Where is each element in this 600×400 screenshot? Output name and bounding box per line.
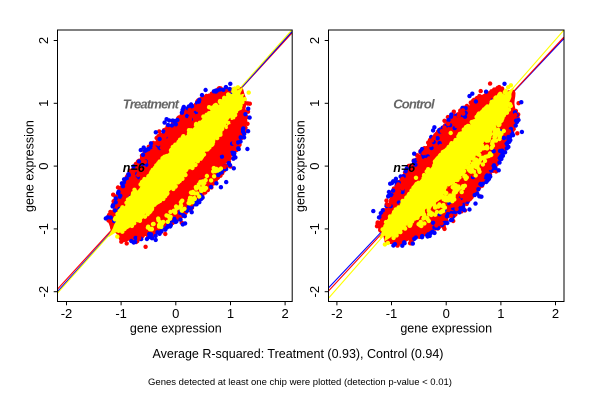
svg-text:2: 2: [36, 37, 51, 44]
svg-text:1: 1: [497, 306, 504, 321]
svg-text:2: 2: [281, 306, 288, 321]
svg-text:-1: -1: [386, 306, 398, 321]
svg-text:2: 2: [552, 306, 559, 321]
svg-text:-2: -2: [61, 306, 73, 321]
svg-text:gene expression: gene expression: [400, 322, 492, 336]
svg-text:-1: -1: [36, 223, 51, 235]
svg-text:Average R-squared: Treatment (: Average R-squared: Treatment (0.93), Con…: [153, 347, 444, 361]
svg-text:0: 0: [443, 306, 450, 321]
svg-text:0: 0: [172, 306, 179, 321]
svg-text:-1: -1: [115, 306, 127, 321]
svg-text:gene expression: gene expression: [23, 120, 37, 212]
svg-text:1: 1: [307, 100, 322, 107]
svg-text:Control: Control: [393, 96, 435, 111]
svg-text:gene expression: gene expression: [294, 120, 308, 212]
svg-text:Genes detected at least one ch: Genes detected at least one chip were pl…: [148, 377, 452, 388]
svg-text:-1: -1: [307, 223, 322, 235]
svg-text:-2: -2: [36, 286, 51, 298]
svg-text:-2: -2: [331, 306, 343, 321]
svg-text:0: 0: [307, 162, 322, 169]
svg-text:1: 1: [227, 306, 234, 321]
svg-text:Treatment: Treatment: [123, 96, 180, 111]
svg-text:-2: -2: [307, 286, 322, 298]
svg-text:0: 0: [36, 162, 51, 169]
svg-text:1: 1: [36, 100, 51, 107]
svg-text:n=6: n=6: [123, 161, 146, 175]
svg-text:gene expression: gene expression: [130, 322, 222, 336]
svg-text:n=6: n=6: [393, 161, 416, 175]
svg-text:2: 2: [307, 37, 322, 44]
